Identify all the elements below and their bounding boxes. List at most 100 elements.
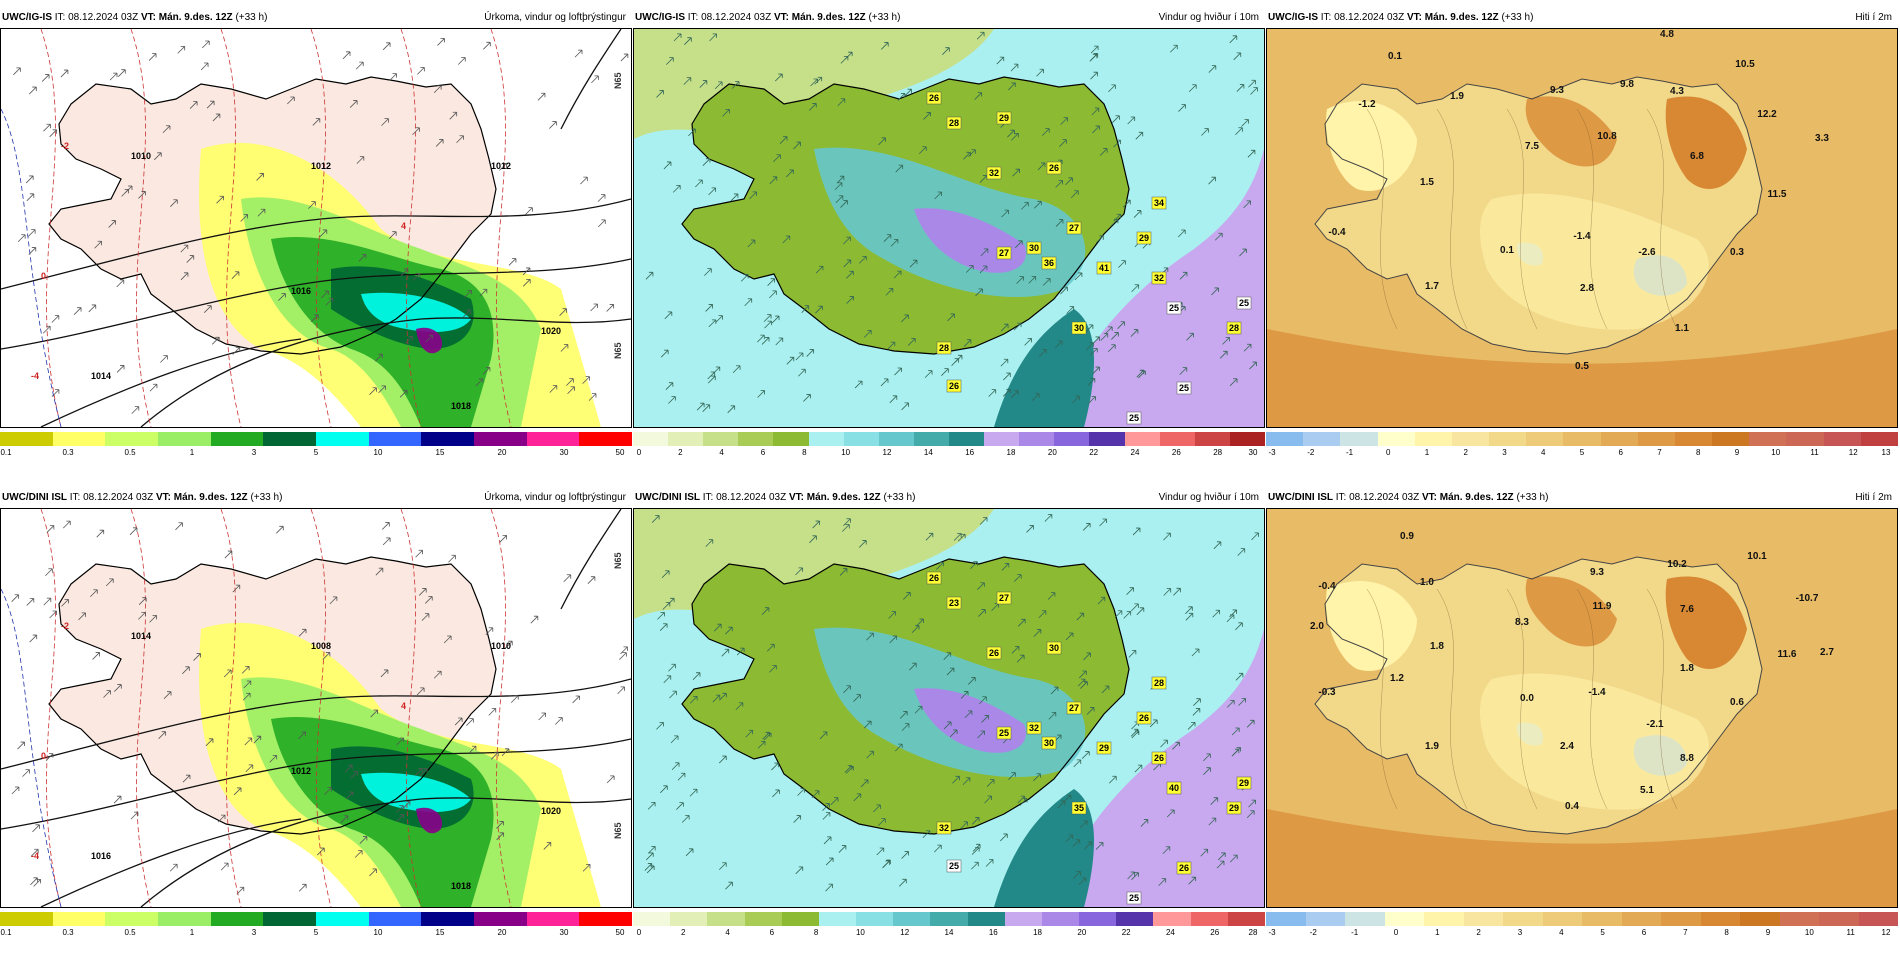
svg-text:30: 30 bbox=[1044, 738, 1054, 748]
scale-tick-label: 2 bbox=[1463, 448, 1468, 457]
isotherm bbox=[1646, 108, 1678, 330]
color-scale-step bbox=[368, 432, 422, 446]
scale-tick-label: 2 bbox=[1476, 928, 1481, 937]
scale-tick-label: 6 bbox=[769, 928, 775, 937]
vt-text: Mán. 9.des. 12Z bbox=[158, 12, 233, 23]
color-scale-ticks: -3 -2 -1 0 1 2 3 4 5 6 7 8 9 10 11 12 13 bbox=[1266, 448, 1898, 460]
temperature-value: 1.8 bbox=[1430, 641, 1444, 652]
scale-tick-label: 10 bbox=[841, 448, 851, 457]
color-scale-step bbox=[1229, 432, 1265, 446]
map-label: 1012 bbox=[311, 161, 331, 171]
temperature-value: 1.2 bbox=[1390, 673, 1404, 684]
scale-tick-label: 2 bbox=[681, 928, 686, 937]
color-scale-step bbox=[1563, 432, 1601, 446]
temperature-line bbox=[130, 509, 152, 907]
color-scale-step bbox=[316, 432, 369, 446]
map-label: 0 bbox=[41, 271, 46, 281]
temperature-value: 0.0 bbox=[1520, 693, 1534, 704]
panel-header: UWC/DINI ISL IT: 08.12.2024 03Z VT: Mán.… bbox=[1266, 488, 1898, 508]
color-scale-step bbox=[1860, 432, 1898, 446]
svg-text:25: 25 bbox=[1169, 303, 1179, 313]
svg-text:29: 29 bbox=[999, 113, 1009, 123]
color-scale-step bbox=[474, 432, 527, 446]
it-label-text: IT: bbox=[69, 492, 81, 503]
map-label: 1012 bbox=[291, 766, 311, 776]
color-scale bbox=[0, 912, 633, 926]
map-label: 1014 bbox=[131, 631, 151, 641]
scale-tick-label: 3 bbox=[251, 928, 257, 937]
scale-tick-label: 8 bbox=[1724, 928, 1729, 937]
color-scale-step bbox=[1004, 912, 1042, 926]
wind-zone bbox=[994, 309, 1094, 427]
lead-text: (+33 h) bbox=[883, 492, 916, 503]
gust-label: 30 bbox=[1026, 241, 1042, 255]
scale-tick-label: 6 bbox=[760, 448, 766, 457]
scale-tick-label: 0.3 bbox=[62, 928, 74, 937]
svg-text:25: 25 bbox=[949, 861, 959, 871]
temperature-line bbox=[220, 29, 242, 427]
temperature-line bbox=[220, 509, 242, 907]
gust-label: 26 bbox=[1151, 751, 1167, 765]
color-scale-ticks: 0.1 0.3 0.5 1 3 5 10 15 20 30 50 bbox=[0, 448, 632, 460]
isotherm bbox=[1506, 588, 1538, 810]
temperature-value: 4.3 bbox=[1670, 86, 1684, 97]
map-label: 1010 bbox=[491, 641, 511, 651]
temp-panel: UWC/IG-IS IT: 08.12.2024 03Z VT: Mán. 9.… bbox=[1266, 8, 1898, 476]
map-canvas: 1008 1012 1016 1014 1020 1018 1010 0 4 -2 -4 N65 N65 bbox=[1, 509, 631, 907]
color-scale-step bbox=[1503, 912, 1543, 926]
temperature-value: 2.8 bbox=[1580, 283, 1594, 294]
it-text: 08.12.2024 03Z bbox=[83, 492, 154, 503]
scale-tick-label: 0.5 bbox=[124, 928, 136, 937]
color-scale-step bbox=[1266, 432, 1304, 446]
temperature-value: 0.5 bbox=[1575, 361, 1589, 372]
scale-tick-label: 30 bbox=[1248, 448, 1258, 457]
scale-tick-label: 0 bbox=[1393, 928, 1399, 937]
wind-arrows bbox=[13, 38, 629, 414]
vt-text: Mán. 9.des. 12Z bbox=[173, 492, 248, 503]
scale-tick-label: 20 bbox=[1077, 928, 1087, 937]
isotherm bbox=[1366, 108, 1398, 330]
coastline bbox=[681, 76, 1130, 355]
svg-text:29: 29 bbox=[1139, 233, 1149, 243]
temperature-value: 11.9 bbox=[1593, 601, 1612, 612]
scale-tick-label: 30 bbox=[559, 928, 569, 937]
color-scale-step bbox=[1089, 432, 1125, 446]
scale-tick-label: 1 bbox=[189, 928, 195, 937]
temperature-value: 2.4 bbox=[1560, 741, 1574, 752]
temperature-line bbox=[40, 509, 62, 907]
color-scale-step bbox=[738, 432, 774, 446]
gust-label: 29 bbox=[1236, 776, 1252, 790]
scale-tick-label: 12 bbox=[1881, 928, 1891, 937]
temperature-value: 2.0 bbox=[1310, 621, 1324, 632]
scale-tick-label: 10 bbox=[373, 928, 383, 937]
map-canvas: 26 23 27 26 30 25 32 27 28 26 30 29 26 35 40 29 32 25 29 26… bbox=[634, 509, 1264, 907]
wind-panel: UWC/DINI ISL IT: 08.12.2024 03Z VT: Mán.… bbox=[633, 488, 1265, 956]
wind-zone bbox=[994, 789, 1094, 907]
scale-tick-label: 3 bbox=[251, 448, 257, 457]
panel-title: Úrkoma, vindur og loftþrýstingur bbox=[484, 492, 626, 503]
map-canvas: 4.8 0.1 10.5 -1.2 1.9 9.3 9.8 4.3 12.2 10.8 3.3 7.5… bbox=[1267, 29, 1897, 427]
coastline bbox=[48, 556, 497, 835]
precip-band bbox=[416, 807, 442, 834]
scale-tick-label: -1 bbox=[1345, 448, 1354, 457]
scale-tick-label: 24 bbox=[1130, 448, 1140, 457]
gust-label: 32 bbox=[986, 166, 1002, 180]
scale-tick-label: 5 bbox=[1579, 448, 1585, 457]
map-view: 26 23 27 26 30 25 32 27 28 26 30 29 26 35 40 29 32 25 29 26… bbox=[633, 508, 1265, 908]
map-canvas: 0.9 9.3 10.2 10.1 -0.4 1.0 11.9 -10.7 7.6 8.3 2.0 1… bbox=[1267, 509, 1897, 907]
scale-tick-label: 9 bbox=[1734, 448, 1740, 457]
temperature-line bbox=[40, 29, 62, 427]
scale-tick-label: 11 bbox=[1846, 928, 1855, 937]
gust-label: 27 bbox=[996, 246, 1012, 260]
precip-band bbox=[416, 327, 442, 354]
gust-label: 29 bbox=[1136, 231, 1152, 245]
scale-tick-label: 10 bbox=[855, 928, 865, 937]
map-view: 0.9 9.3 10.2 10.1 -0.4 1.0 11.9 -10.7 7.6 8.3 2.0 1… bbox=[1266, 508, 1898, 908]
temperature-value: 11.6 bbox=[1778, 649, 1797, 660]
temp-zone bbox=[1326, 100, 1417, 191]
map-label: 1010 bbox=[131, 151, 151, 161]
svg-text:30: 30 bbox=[1049, 643, 1059, 653]
precip-panel: UWC/DINI ISL IT: 08.12.2024 03Z VT: Mán.… bbox=[0, 488, 633, 956]
scale-tick-label: 50 bbox=[615, 448, 625, 457]
color-scale-step bbox=[0, 912, 53, 926]
